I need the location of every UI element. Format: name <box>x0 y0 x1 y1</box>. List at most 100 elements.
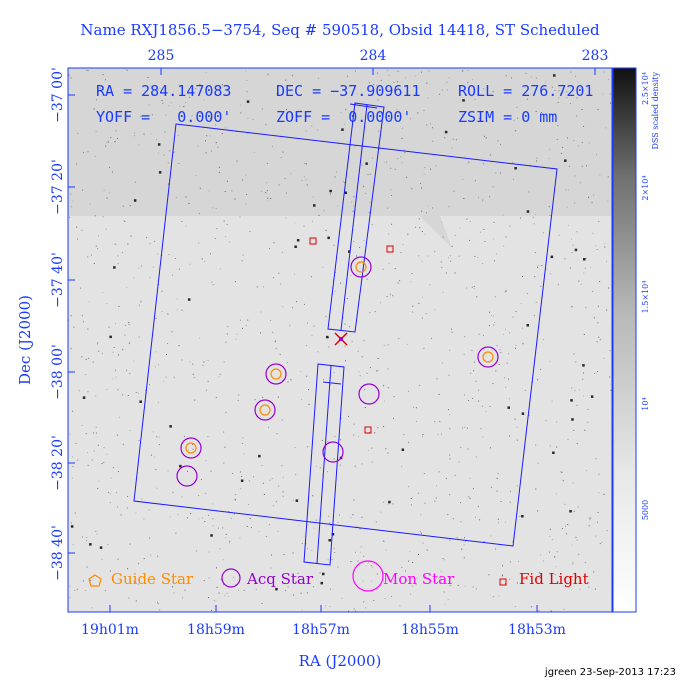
background-star <box>463 353 465 355</box>
background-star <box>596 154 597 156</box>
background-star <box>505 75 507 77</box>
background-star <box>458 461 460 463</box>
background-star <box>190 512 192 514</box>
background-star <box>205 71 207 73</box>
background-star <box>285 577 287 579</box>
background-star <box>287 381 289 383</box>
background-star <box>391 195 392 196</box>
background-star <box>463 544 465 546</box>
background-star <box>211 281 213 283</box>
background-star <box>387 207 389 209</box>
background-star <box>490 535 492 537</box>
background-star <box>115 130 117 132</box>
background-star <box>148 104 150 106</box>
bottom-tick-label: 18h53m <box>508 622 566 638</box>
background-star <box>285 217 287 219</box>
background-star <box>101 463 103 465</box>
background-star <box>86 537 88 538</box>
background-star <box>157 601 158 603</box>
background-star <box>266 182 268 184</box>
background-star <box>255 588 257 590</box>
background-star <box>205 460 207 462</box>
background-star <box>286 362 288 363</box>
background-star <box>117 389 119 391</box>
background-star <box>97 444 99 446</box>
background-star <box>426 549 428 551</box>
background-star <box>546 268 548 270</box>
background-star <box>207 380 209 382</box>
background-star <box>274 341 276 343</box>
left-tick-label: −37 00' <box>50 67 66 123</box>
background-star <box>418 255 420 257</box>
background-star <box>333 244 335 246</box>
background-star <box>162 102 164 104</box>
background-star <box>265 192 267 194</box>
background-star <box>462 99 465 102</box>
background-star <box>384 597 386 599</box>
background-star <box>588 586 590 588</box>
background-star <box>285 590 287 592</box>
legend-guide-label: Guide Star <box>111 570 194 588</box>
background-star <box>173 592 175 594</box>
background-star <box>78 390 80 392</box>
background-star <box>358 436 360 438</box>
background-star <box>432 127 433 129</box>
background-star <box>599 339 601 341</box>
background-star <box>363 555 365 557</box>
background-star <box>508 353 510 355</box>
background-star <box>306 345 307 347</box>
background-star <box>494 296 496 298</box>
background-star <box>312 495 314 497</box>
background-star <box>406 343 408 345</box>
background-star <box>91 459 93 461</box>
acq-star <box>322 441 344 463</box>
background-star <box>530 76 532 78</box>
background-star <box>444 130 448 134</box>
background-star <box>214 600 215 602</box>
background-star <box>518 560 519 562</box>
background-star <box>69 597 71 599</box>
background-star <box>226 223 228 225</box>
background-star <box>129 373 131 375</box>
background-star <box>75 443 77 444</box>
background-star <box>593 194 595 196</box>
background-star <box>576 404 578 406</box>
background-star <box>70 193 72 195</box>
background-star <box>354 70 356 72</box>
background-star <box>282 476 284 478</box>
background-star <box>127 243 129 245</box>
background-star <box>516 106 518 108</box>
background-star <box>143 518 145 520</box>
background-star <box>121 251 123 253</box>
background-star <box>406 176 408 178</box>
background-star <box>377 370 379 372</box>
background-star <box>494 260 495 262</box>
background-star <box>471 96 473 98</box>
background-star <box>341 597 343 599</box>
background-star <box>236 160 238 162</box>
background-star <box>494 322 496 324</box>
guide-star-legend-icon <box>88 574 102 587</box>
background-star <box>167 470 169 472</box>
background-star <box>198 495 200 496</box>
background-star <box>128 323 130 325</box>
background-star <box>599 174 601 176</box>
background-star <box>261 603 263 604</box>
background-star <box>225 236 227 238</box>
background-star <box>157 401 159 403</box>
background-star <box>506 362 508 364</box>
background-star <box>374 311 376 313</box>
background-star <box>571 238 573 240</box>
background-star <box>553 74 556 77</box>
background-star <box>548 158 550 160</box>
background-star <box>197 145 199 147</box>
background-star <box>303 225 305 227</box>
background-star <box>478 117 480 119</box>
background-star <box>582 364 585 367</box>
background-star <box>254 399 256 401</box>
background-star <box>83 321 84 323</box>
background-star <box>342 180 344 182</box>
background-star <box>322 266 324 268</box>
background-star <box>423 574 425 576</box>
background-star <box>418 218 420 220</box>
